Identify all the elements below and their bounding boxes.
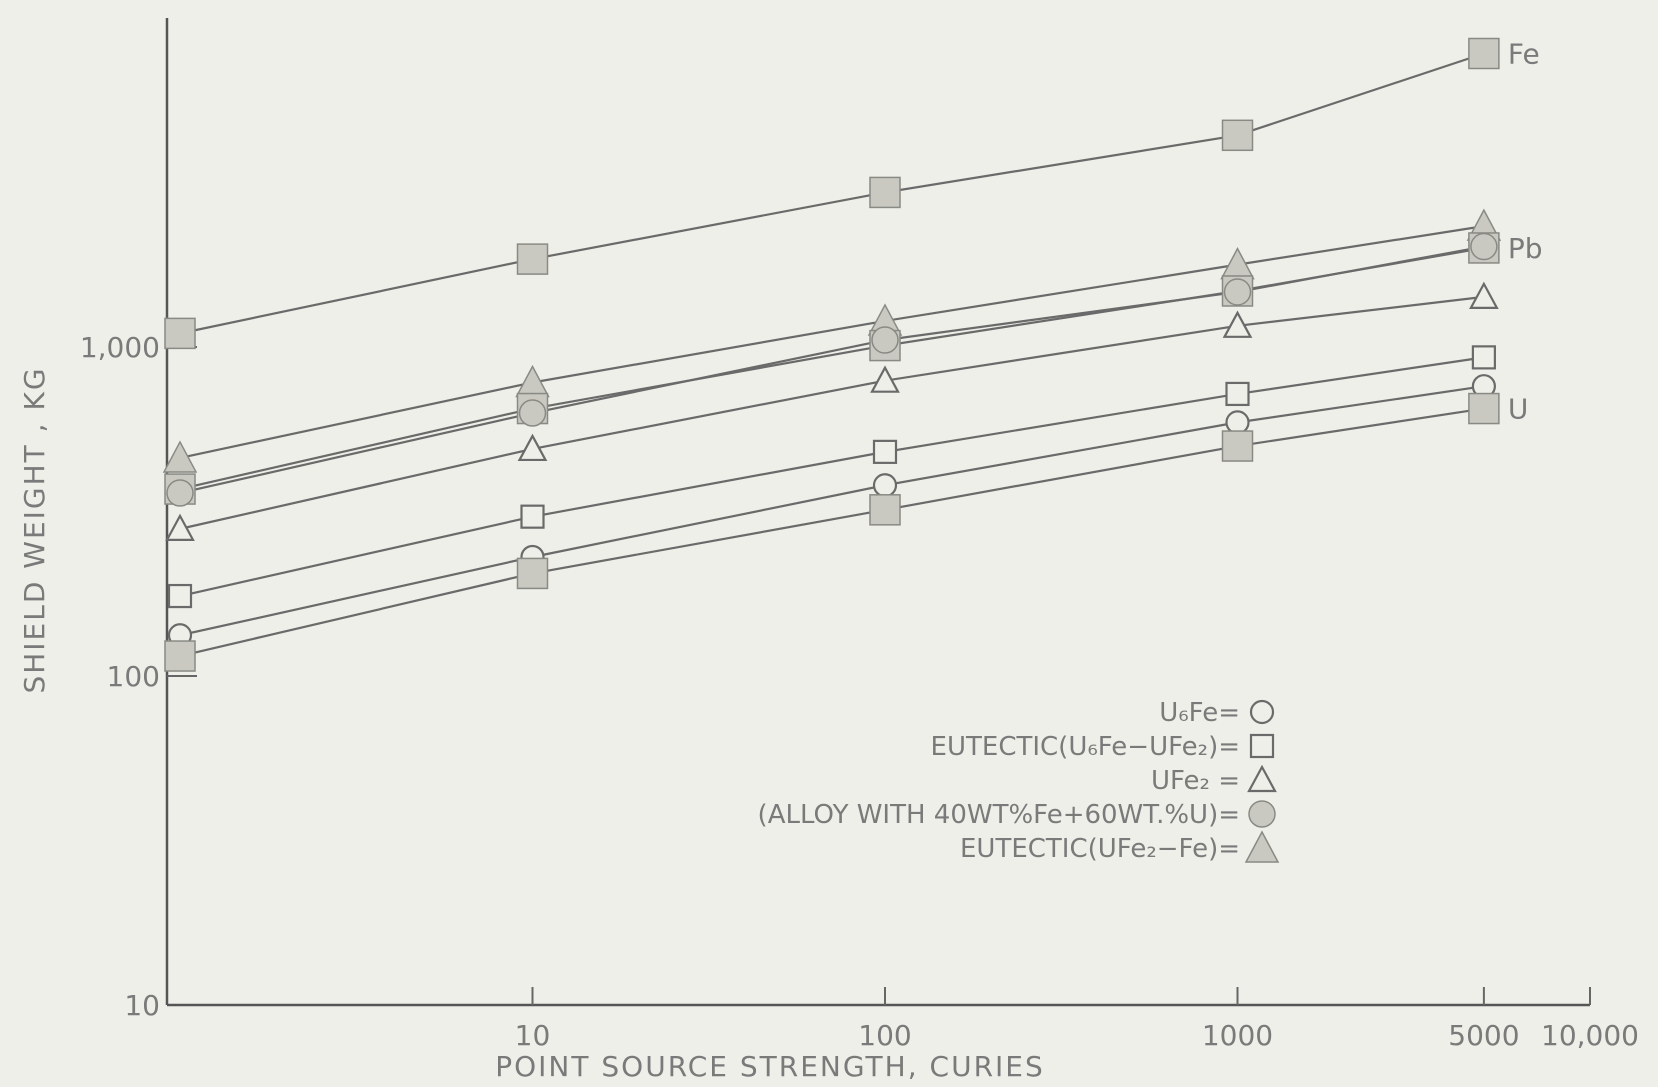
data-point (870, 365, 900, 393)
legend-entry-label: EUTECTIC(U₆Fe−UFe₂)= (931, 732, 1240, 762)
legend-marker (1248, 800, 1276, 828)
data-point (1471, 345, 1496, 370)
data-point (1221, 430, 1254, 462)
data-point (1223, 278, 1252, 306)
data-point (1225, 410, 1250, 435)
data-point (516, 243, 549, 275)
series-line (179, 356, 1485, 598)
data-point (520, 504, 545, 529)
data-point (872, 473, 898, 498)
series-line (179, 385, 1485, 637)
legend: U₆Fe= EUTECTIC(U₆Fe−UFe₂)= UFe₂ = (ALLOY WI… (758, 698, 1280, 864)
data-point (869, 494, 901, 526)
data-point (516, 557, 549, 590)
series-line (179, 407, 1485, 658)
data-point (1225, 381, 1250, 407)
data-point (1469, 281, 1499, 309)
legend-marker (1247, 764, 1277, 793)
data-point (164, 317, 196, 350)
x-tick-label: 5000 (1448, 1019, 1519, 1052)
data-point (518, 399, 547, 427)
series-line (179, 246, 1485, 491)
legend-marker (1249, 733, 1275, 759)
data-point (166, 479, 194, 507)
data-point (165, 513, 195, 541)
series-lines (179, 52, 1485, 658)
data-point (167, 583, 193, 609)
series-labels: Fe Pb U (1508, 38, 1543, 426)
y-tick-label: 100 (107, 660, 160, 693)
series-line (179, 245, 1485, 495)
data-point (162, 440, 198, 473)
y-tick-label: 10 (124, 989, 160, 1022)
series-end-label: U (1508, 393, 1529, 426)
x-axis-title: POINT SOURCE STRENGTH, CURIES (495, 1050, 1045, 1083)
x-tick-label: 100 (858, 1019, 911, 1052)
data-point (869, 176, 901, 209)
data-point (1221, 119, 1254, 152)
series-line (179, 225, 1485, 460)
legend-marker (1249, 699, 1275, 725)
legend-entry-label: UFe₂ = (1151, 766, 1240, 796)
data-point (1470, 232, 1498, 261)
series-line (179, 295, 1485, 530)
x-tick-label: 1000 (1202, 1019, 1273, 1052)
data-point (1468, 37, 1500, 70)
legend-marker (1244, 830, 1280, 863)
data-point (1468, 392, 1500, 425)
x-tick-label: 10,000 (1541, 1019, 1639, 1052)
data-point (517, 433, 548, 462)
data-point (164, 640, 196, 672)
legend-entry-label: (ALLOY WITH 40WT%Fe+60WT.%U)= (758, 800, 1240, 830)
data-point (871, 326, 899, 354)
x-tick-label: 10 (515, 1019, 551, 1052)
series-end-label: Pb (1508, 232, 1543, 265)
data-point (1222, 310, 1253, 338)
series-end-label: Fe (1508, 38, 1540, 71)
y-tick-label: 1,000 (80, 331, 160, 364)
series-markers (162, 37, 1502, 672)
legend-entry-label: U₆Fe= (1159, 698, 1240, 728)
series-line (179, 52, 1485, 335)
y-axis-title: SHIELD WEIGHT , KG (18, 366, 51, 693)
legend-entry-label: EUTECTIC(UFe₂−Fe)= (960, 834, 1240, 864)
axis-ticks: 10 100 1000 5000 10,000 10 100 1,000 (80, 331, 1639, 1052)
data-point (872, 439, 898, 464)
